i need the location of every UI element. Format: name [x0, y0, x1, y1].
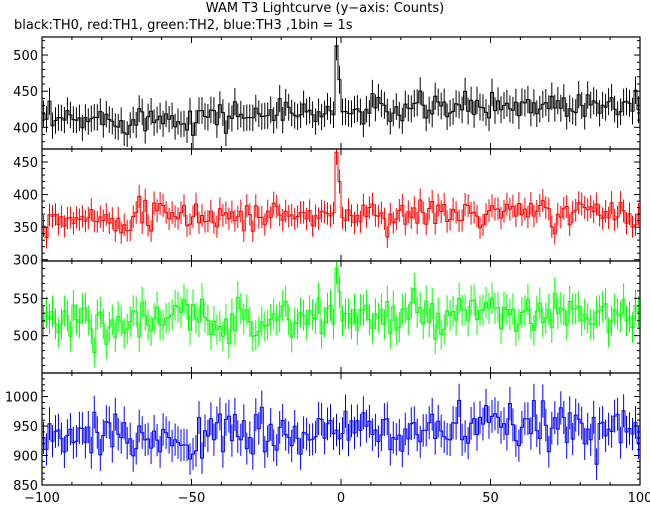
y-tick-label-TH1: 450 [13, 156, 38, 171]
y-tick-label-TH0: 450 [13, 85, 38, 100]
y-tick-label-TH3: 900 [13, 450, 38, 465]
y-tick-label-TH0: 500 [13, 49, 38, 64]
x-tick-label: 0 [337, 491, 345, 505]
x-tick-label: −50 [178, 491, 205, 505]
y-tick-label-TH0: 400 [13, 121, 38, 136]
y-tick-label-TH1: 300 [13, 254, 38, 269]
series-TH1 [42, 151, 640, 239]
y-tick-label-TH2: 550 [13, 292, 38, 307]
y-tick-label-TH1: 400 [13, 189, 38, 204]
y-tick-label-TH1: 350 [13, 221, 38, 236]
series-TH3 [42, 399, 640, 465]
y-tick-label-TH2: 500 [13, 330, 38, 345]
y-tick-label-TH3: 1000 [5, 391, 38, 406]
series-TH2 [42, 268, 640, 353]
y-tick-label-TH3: 850 [13, 479, 38, 494]
y-tick-label-TH3: 950 [13, 420, 38, 435]
x-tick-label: 100 [628, 491, 650, 505]
series-TH0 [42, 45, 640, 136]
errorbars-TH3 [43, 383, 639, 480]
chart-title: WAM T3 Lightcurve (y−axis: Counts) [205, 1, 445, 16]
chart-subtitle: black:TH0, red:TH1, green:TH2, blue:TH3 … [14, 18, 353, 33]
x-tick-label: −100 [24, 491, 60, 505]
x-tick-label: 50 [482, 491, 499, 505]
